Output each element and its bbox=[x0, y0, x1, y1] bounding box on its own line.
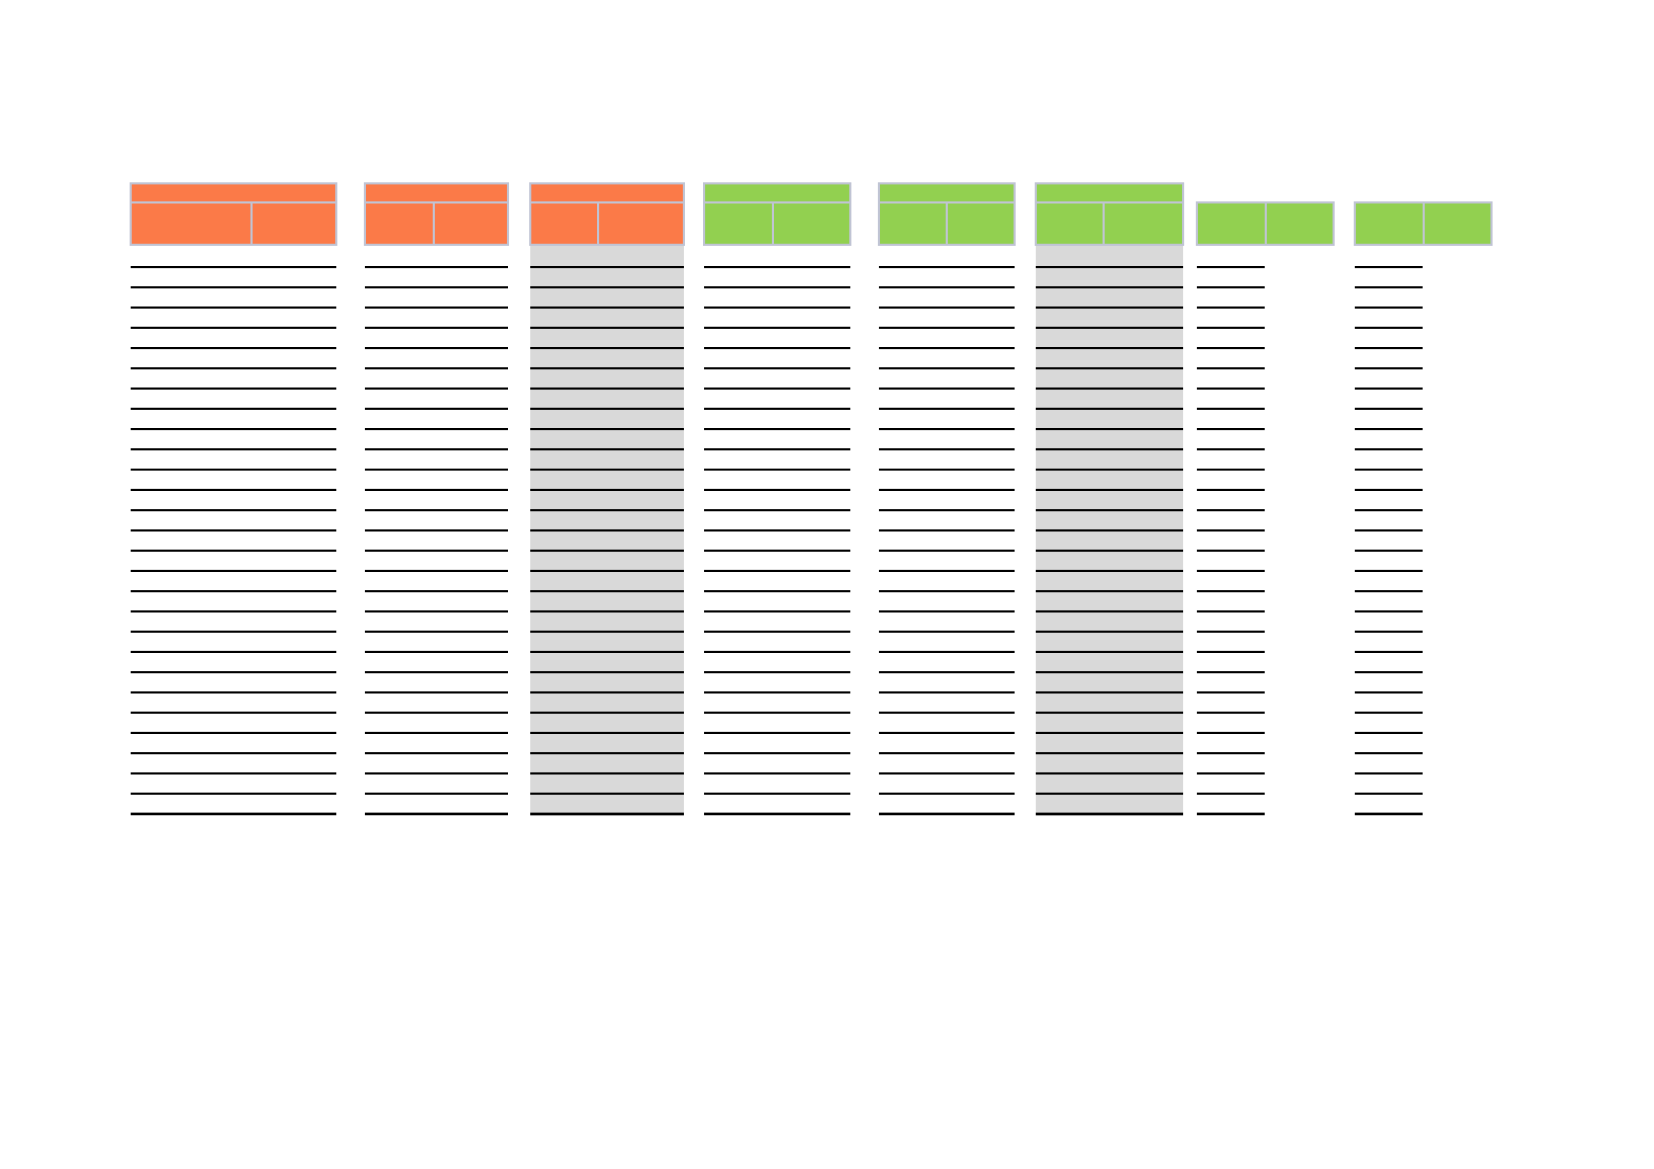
header-cell bbox=[1034, 182, 1185, 246]
header-cell bbox=[702, 182, 852, 246]
header-cell bbox=[529, 182, 685, 246]
header-cell bbox=[363, 182, 510, 246]
header-cell bbox=[129, 182, 338, 246]
